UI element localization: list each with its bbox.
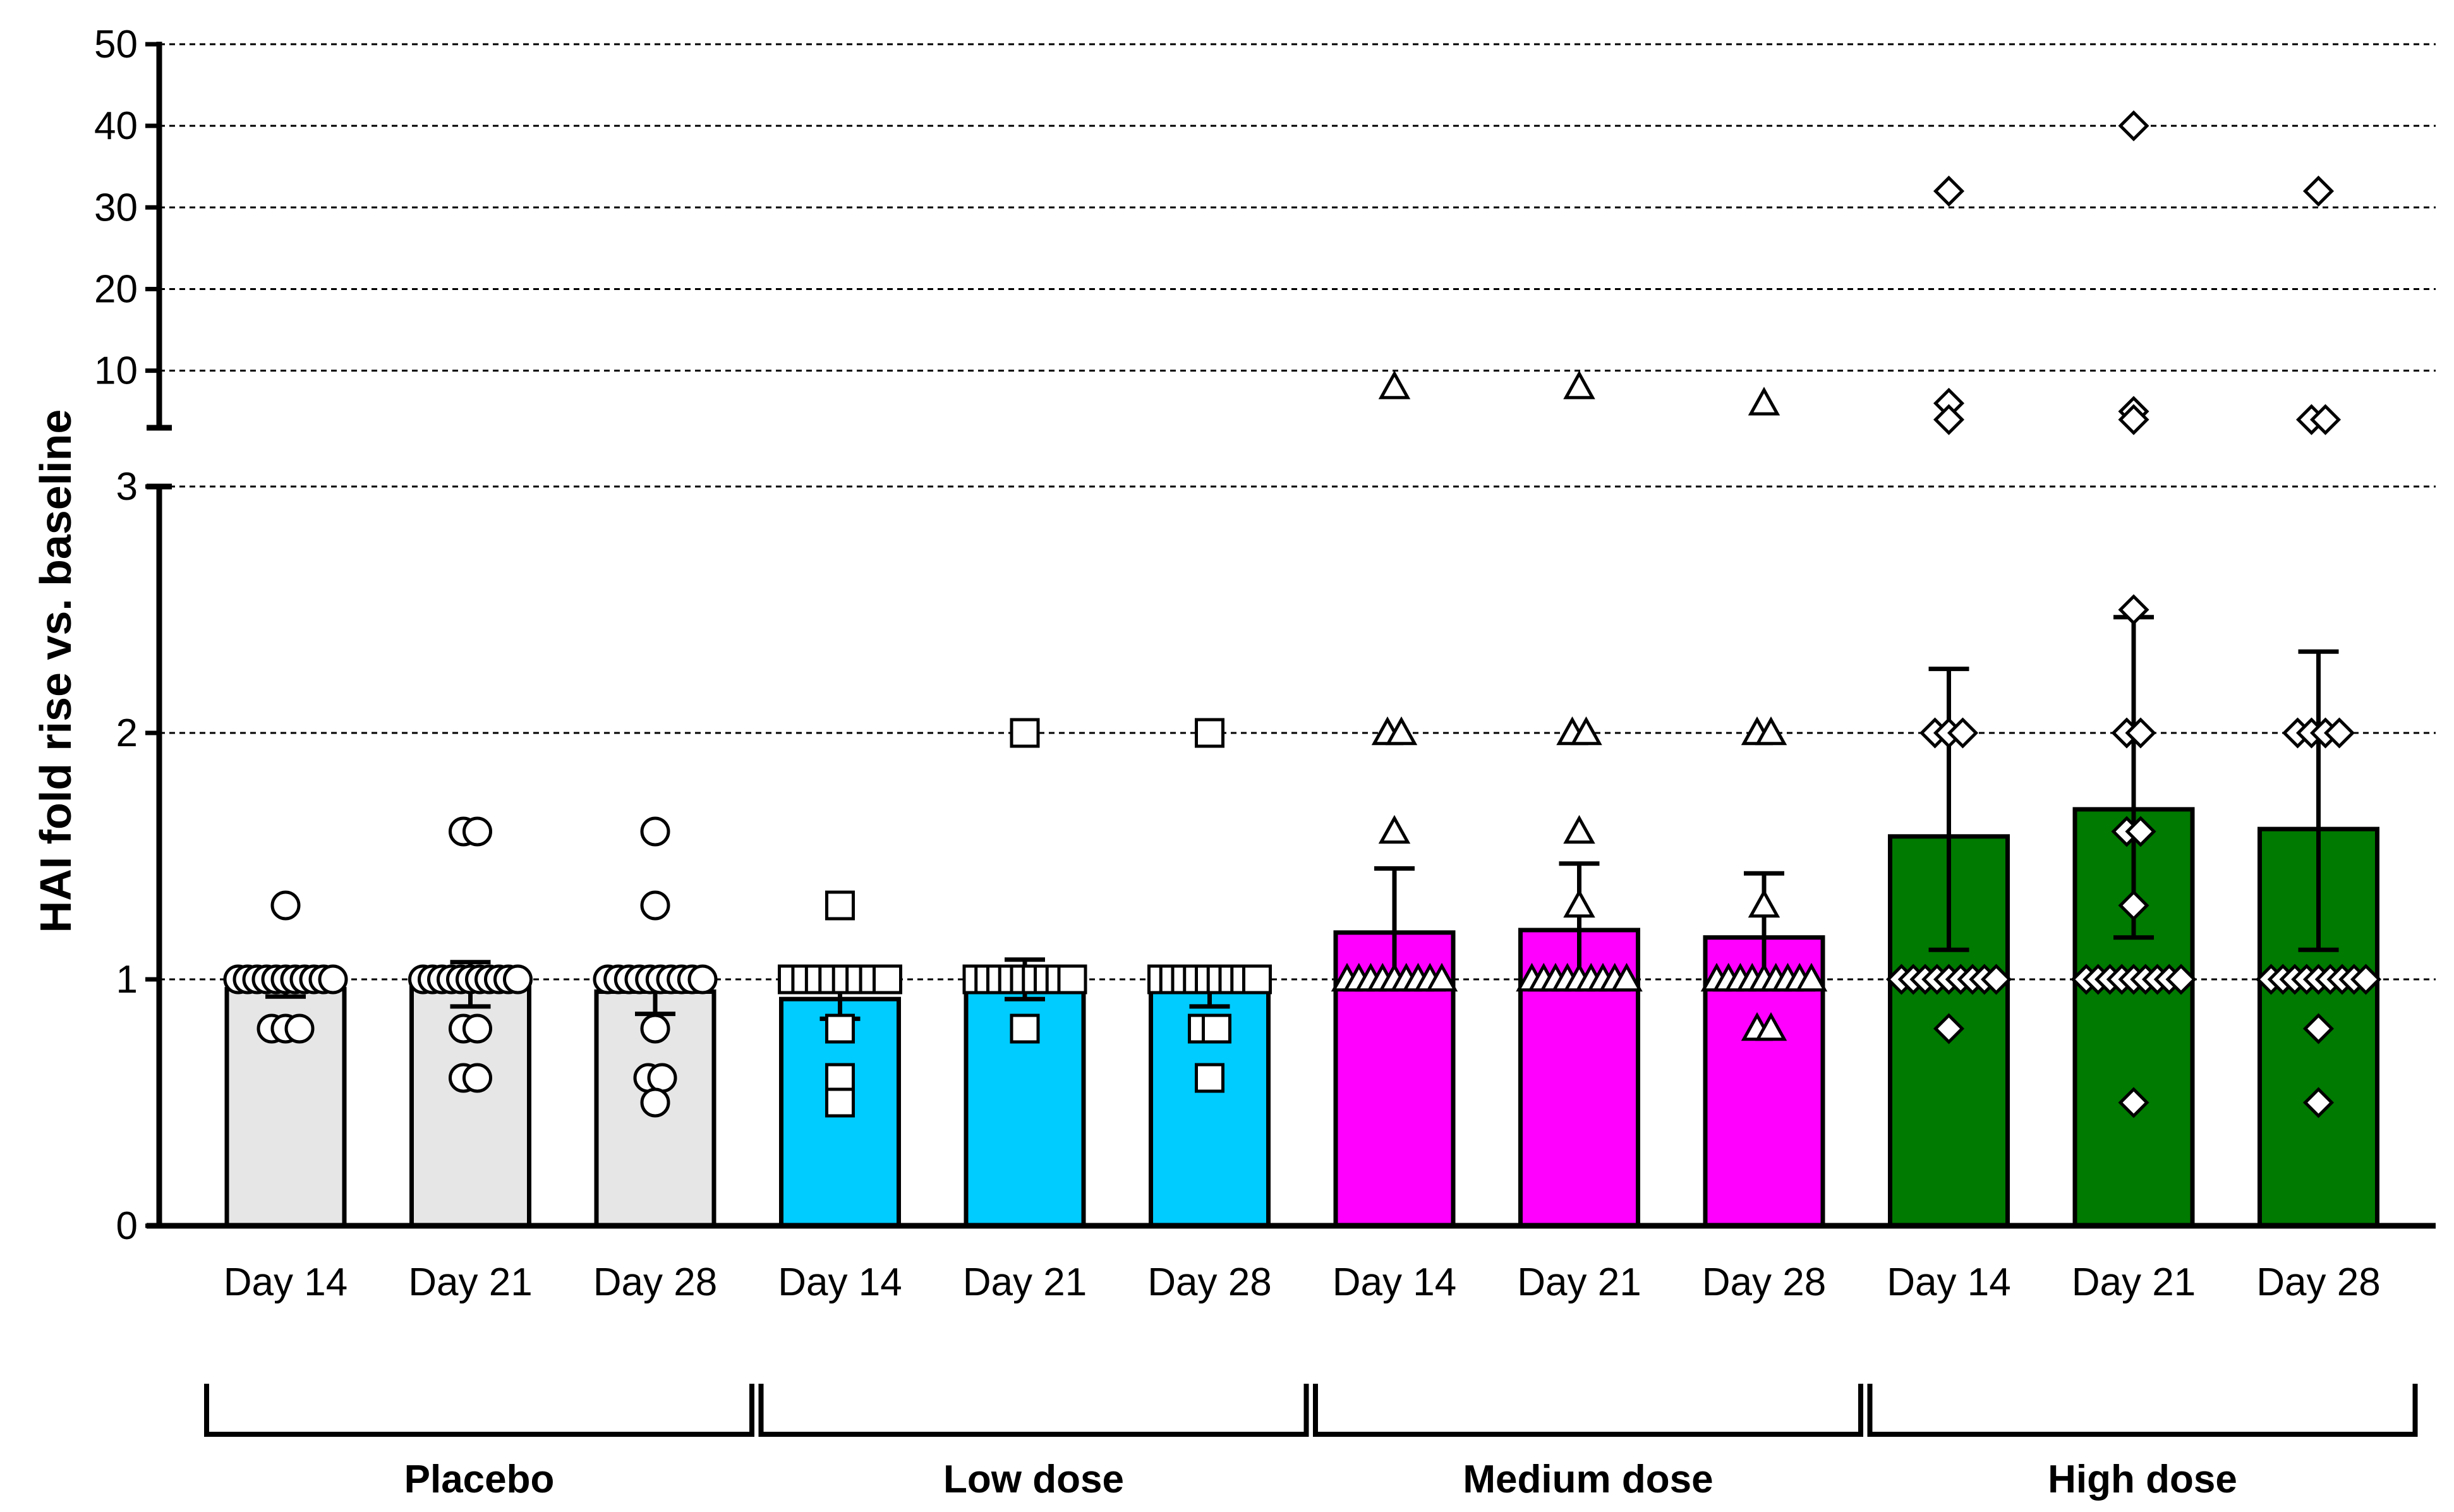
group-bracket [1313,1384,1863,1437]
x-tick-label: Day 14 [1333,1261,1456,1304]
data-point-circle [284,1013,315,1044]
data-point-square [1010,718,1040,748]
y-tick-label: 40 [94,104,138,148]
group-label: High dose [2048,1458,2237,1501]
data-point-circle [647,1063,677,1093]
data-point-diamond [1933,175,1965,207]
x-tick-label: Day 14 [778,1261,902,1304]
data-point-diamond [2165,964,2197,995]
group-bracket [758,1384,1309,1437]
data-point-square [1195,1063,1224,1093]
data-point-diamond [1947,717,1979,749]
data-point-circle [462,816,492,847]
data-point-diamond [1980,964,2012,995]
data-point-triangle [1378,370,1411,399]
data-point-square [873,964,902,995]
data-point-diamond [2302,1087,2335,1118]
data-point-square [825,1087,855,1118]
x-tick-label: Day 14 [1887,1261,2010,1304]
x-tick-label: Day 28 [593,1261,717,1304]
data-point-square [1057,964,1087,995]
data-point-diamond [2118,404,2149,435]
data-point-square [1195,718,1224,748]
x-tick-label: Day 21 [408,1261,532,1304]
data-point-triangle [1795,962,1828,992]
data-point-triangle [1755,1012,1787,1041]
x-tick-label: Day 14 [224,1261,348,1304]
group-label: Placebo [404,1458,555,1501]
data-point-square [1242,964,1272,995]
data-point-diamond [2118,110,2149,142]
data-point-triangle [1378,814,1411,844]
data-point-square [825,1013,855,1044]
data-point-triangle [1611,962,1643,992]
data-point-diamond [2118,1087,2149,1118]
data-point-diamond [1933,1013,1965,1044]
data-point-diamond [2309,404,2342,435]
data-point-circle [687,964,718,995]
data-point-triangle [1425,962,1458,992]
group-label: Medium dose [1463,1458,1713,1501]
x-tick-label: Day 21 [2072,1261,2196,1304]
data-point-diamond [2125,717,2156,749]
data-point-circle [640,890,670,921]
gridlines [159,43,2436,981]
data-point-triangle [1748,387,1780,416]
y-tick-label: 0 [116,1204,138,1248]
bars [224,807,2379,1228]
x-tick-label: Day 21 [963,1261,1087,1304]
data-point-diamond [2302,175,2335,207]
data-point-circle [640,1013,670,1044]
y-tick-label: 50 [94,23,138,66]
group-label: Low dose [943,1458,1124,1501]
data-point-diamond [1933,404,1965,435]
data-points [223,110,2382,1118]
data-point-triangle [1563,814,1595,844]
data-point-circle [640,816,670,847]
data-point-circle [270,890,301,921]
x-tick-label: Day 21 [1517,1261,1641,1304]
x-tick-label: Day 28 [2256,1261,2380,1304]
data-point-diamond [2350,964,2382,995]
data-point-triangle [1385,716,1418,746]
labels: HAI fold rise vs. baseline Day 14 Day 21 D… [31,23,2381,1501]
data-point-circle [462,1013,492,1044]
y-tick-label: 20 [94,267,138,311]
error-bars [265,615,2339,1021]
data-point-triangle [1570,716,1602,746]
data-point-circle [462,1063,492,1093]
axes [145,42,2436,1437]
y-tick-label: 10 [94,349,138,393]
data-point-square [825,1063,855,1093]
data-point-triangle [1748,888,1780,918]
data-point-diamond [2118,890,2149,921]
group-bracket [204,1384,754,1437]
y-axis-label: HAI fold rise vs. baseline [31,409,80,933]
data-point-square [1010,1013,1040,1044]
data-point-circle [640,1087,670,1118]
data-point-diamond [2118,594,2149,626]
data-point-square [825,890,855,921]
data-point-diamond [2125,816,2156,847]
data-point-circle [503,964,533,995]
x-tick-label: Day 28 [1702,1261,1826,1304]
data-point-triangle [1563,888,1595,918]
y-tick-label: 2 [116,711,138,755]
data-point-diamond [2302,1013,2335,1044]
data-point-triangle [1755,716,1787,746]
y-tick-label: 1 [116,958,138,1001]
y-tick-label: 3 [116,465,138,509]
data-point-diamond [2323,717,2355,749]
group-bracket [1867,1384,2418,1437]
data-point-triangle [1563,370,1595,399]
x-tick-label: Day 28 [1147,1261,1271,1304]
data-point-square [1202,1013,1231,1044]
y-tick-label: 30 [94,186,138,229]
data-point-circle [318,964,348,995]
